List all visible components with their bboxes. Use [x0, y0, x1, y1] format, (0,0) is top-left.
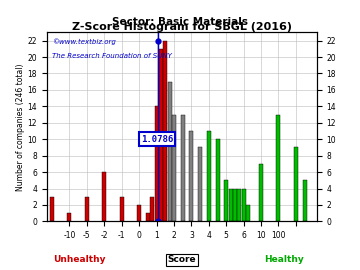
Bar [207, 131, 211, 221]
Bar [259, 164, 263, 221]
Text: 1.0786: 1.0786 [141, 135, 173, 144]
Y-axis label: Number of companies (246 total): Number of companies (246 total) [16, 63, 25, 191]
Bar [224, 180, 228, 221]
Text: The Research Foundation of SUNY: The Research Foundation of SUNY [52, 53, 172, 59]
Bar [159, 49, 163, 221]
Bar [276, 114, 280, 221]
Bar [237, 188, 241, 221]
Bar [50, 197, 54, 221]
Bar [168, 82, 172, 221]
Text: Unhealthy: Unhealthy [53, 255, 105, 264]
Bar [246, 205, 250, 221]
Bar [146, 213, 150, 221]
Bar [172, 114, 176, 221]
Bar [120, 197, 124, 221]
Bar [233, 188, 237, 221]
Bar [150, 197, 154, 221]
Text: Healthy: Healthy [265, 255, 304, 264]
Bar [102, 172, 106, 221]
Bar [294, 147, 298, 221]
Bar [163, 40, 167, 221]
Bar [85, 197, 89, 221]
Bar [67, 213, 71, 221]
Title: Z-Score Histogram for SBGL (2016): Z-Score Histogram for SBGL (2016) [72, 22, 292, 32]
Text: ©www.textbiz.org: ©www.textbiz.org [52, 38, 116, 45]
Bar [229, 188, 233, 221]
Bar [181, 114, 185, 221]
Bar [137, 205, 141, 221]
Bar [242, 188, 246, 221]
Bar [303, 180, 307, 221]
Bar [189, 131, 193, 221]
Bar [154, 106, 158, 221]
Bar [198, 147, 202, 221]
Text: Sector: Basic Materials: Sector: Basic Materials [112, 16, 248, 27]
Text: Score: Score [167, 255, 196, 264]
Bar [216, 139, 220, 221]
